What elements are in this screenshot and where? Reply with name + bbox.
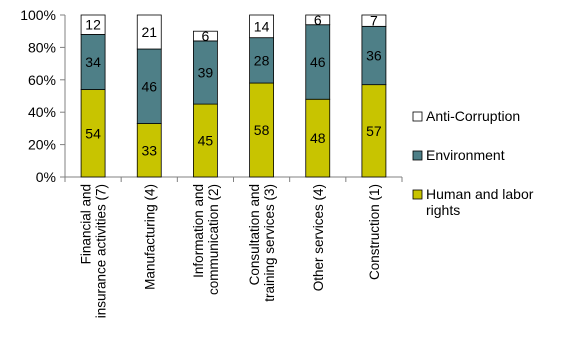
y-tick-label: 40% (28, 104, 56, 120)
data-label: 57 (366, 123, 382, 139)
axes: 0% 20% 40% 60% 80% 100% Financial and insurance… (20, 7, 403, 318)
x-category-label-line: training services (3) (262, 184, 277, 302)
legend-label: rights (426, 202, 460, 218)
x-category-label-line: Financial and (79, 184, 94, 264)
legend-label: Anti-Corruption (426, 108, 520, 124)
x-category-label: Consultation and training services (3) (247, 184, 277, 302)
bar-segment (249, 14, 274, 39)
data-label: 33 (141, 142, 157, 158)
x-category-label-line: Other services (4) (311, 184, 326, 291)
y-tick-label: 20% (28, 137, 56, 153)
data-label: 48 (310, 130, 326, 146)
x-category-label-line: Manufacturing (4) (142, 184, 157, 290)
y-tick-label: 60% (28, 72, 56, 88)
data-label: 6 (314, 12, 322, 28)
legend-label: Human and labor (426, 186, 534, 202)
bar-segment (361, 84, 387, 178)
data-label: 28 (254, 52, 270, 68)
legend-label: Environment (426, 147, 505, 163)
bar-segment (249, 82, 274, 178)
data-label: 46 (310, 54, 326, 70)
bar-segment (193, 103, 218, 178)
data-label: 45 (198, 133, 214, 149)
data-label: 58 (254, 122, 270, 138)
bar-segment (136, 14, 162, 50)
bar-segment (305, 14, 331, 26)
x-category-label: Construction (1) (367, 184, 382, 280)
data-label: 21 (141, 24, 157, 40)
x-category-label-line: Information and (191, 184, 206, 278)
legend-swatch (412, 189, 423, 200)
bar-segment (361, 14, 387, 27)
data-label: 6 (202, 28, 210, 44)
x-category-label-line: Consultation and (247, 184, 262, 285)
y-tick-label: 0% (36, 169, 56, 185)
data-label: 36 (366, 48, 382, 64)
bar-segment (80, 89, 106, 178)
data-label: 7 (370, 13, 378, 29)
bars (80, 14, 387, 178)
x-category-label: Manufacturing (4) (142, 184, 157, 290)
x-category-label-line: insurance activities (7) (94, 184, 109, 318)
data-label: 46 (141, 78, 157, 94)
x-category-label-line: communication (2) (206, 184, 221, 295)
x-category-label: Financial and insurance activities (7) (79, 184, 109, 318)
y-tick-label: 100% (20, 7, 56, 23)
bar-segment (80, 34, 106, 90)
bar-segment (136, 48, 162, 124)
legend-swatch (412, 111, 423, 122)
legend-item: Environment (412, 147, 505, 163)
x-category-label: Information and communication (2) (191, 184, 221, 295)
data-label: 39 (198, 65, 214, 81)
data-labels: 54 34 12 33 46 21 45 39 6 58 28 14 48 46 6 57 36 7 (85, 12, 382, 158)
x-category-label: Other services (4) (311, 184, 326, 291)
bar-segment (193, 30, 218, 42)
data-label: 34 (85, 54, 101, 70)
x-category-label-line: Construction (1) (367, 184, 382, 280)
legend: Anti-Corruption Environment Human and labo… (412, 108, 534, 218)
data-label: 54 (85, 125, 101, 141)
bar-segment (80, 14, 106, 35)
bar-segment (305, 98, 331, 178)
legend-item: Anti-Corruption (412, 108, 520, 124)
data-label: 12 (85, 17, 101, 33)
data-label: 14 (254, 18, 270, 34)
y-tick-label: 80% (28, 39, 56, 55)
bar-segment (249, 37, 274, 84)
bar-segment (193, 40, 218, 105)
bar-segment (136, 123, 162, 178)
bar-segment (361, 25, 387, 86)
legend-swatch (412, 150, 423, 161)
